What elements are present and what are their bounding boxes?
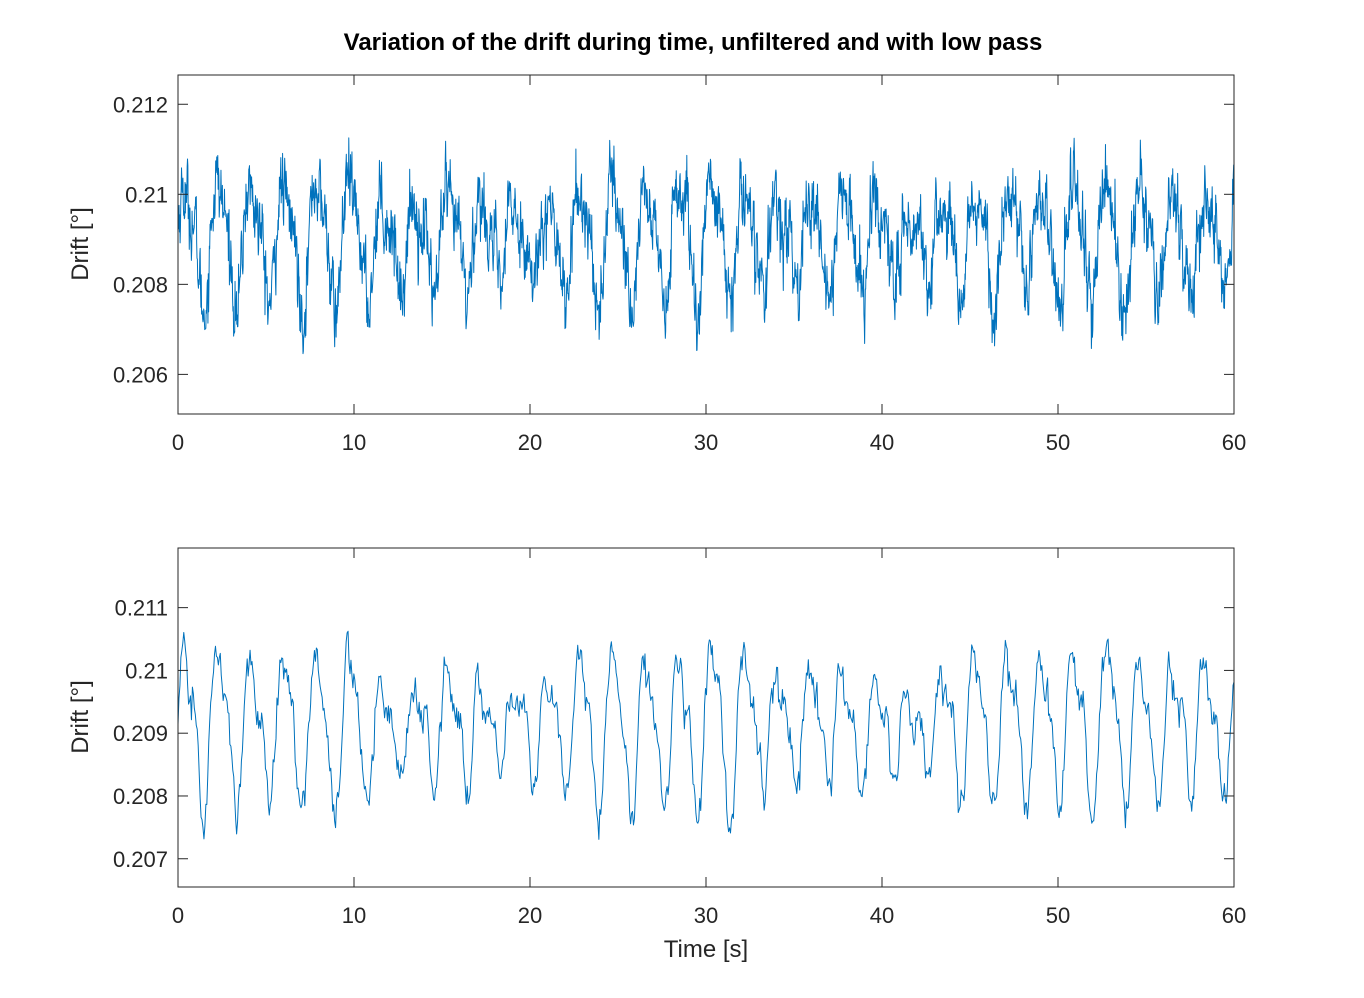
x-tick-label: 60 <box>1222 903 1246 928</box>
top-plot-area <box>178 137 1234 355</box>
y-tick-label: 0.208 <box>113 784 168 809</box>
y-tick-label: 0.211 <box>115 596 168 621</box>
top-ylabel: Drift [°] <box>67 207 94 281</box>
x-tick-label: 40 <box>870 430 894 455</box>
y-tick-label: 0.21 <box>125 658 168 683</box>
x-tick-label: 0 <box>172 430 184 455</box>
bottom-ylabel: Drift [°] <box>67 680 94 754</box>
x-tick-label: 30 <box>694 903 718 928</box>
x-tick-label: 50 <box>1046 903 1070 928</box>
top-subplot: 0 10 20 30 40 50 60 0.206 0.208 0.21 0.212 Drift [… <box>67 74 1246 455</box>
x-tick-label: 10 <box>342 903 366 928</box>
y-tick-label: 0.21 <box>125 182 168 207</box>
x-tick-label: 0 <box>172 903 184 928</box>
bottom-xlabel: Time [s] <box>664 936 748 963</box>
top-axis-ticks: 0 10 20 30 40 50 60 0.206 0.208 0.21 0.212 <box>113 75 1246 455</box>
x-tick-label: 20 <box>518 903 542 928</box>
x-tick-label: 30 <box>694 430 718 455</box>
low-pass-drift-line <box>178 630 1234 840</box>
y-tick-label: 0.209 <box>113 721 168 746</box>
x-tick-label: 60 <box>1222 430 1246 455</box>
y-tick-label: 0.207 <box>113 847 168 872</box>
x-tick-label: 20 <box>518 430 542 455</box>
x-tick-label: 50 <box>1046 430 1070 455</box>
top-axes-box <box>177 74 1235 415</box>
bottom-subplot: 0 10 20 30 40 50 60 0.207 0.208 0.209 0.21 0.211 Dr… <box>67 547 1246 963</box>
bottom-plot-area <box>178 630 1234 840</box>
y-tick-label: 0.206 <box>113 362 168 387</box>
figure-title: Variation of the drift during time, unfi… <box>344 29 1043 56</box>
x-tick-label: 40 <box>870 903 894 928</box>
bottom-axes-box <box>177 547 1235 888</box>
x-tick-label: 10 <box>342 430 366 455</box>
y-tick-label: 0.212 <box>113 92 168 117</box>
y-tick-label: 0.208 <box>113 272 168 297</box>
unfiltered-drift-line <box>178 137 1234 355</box>
bottom-axis-ticks: 0 10 20 30 40 50 60 0.207 0.208 0.209 0.21 0.211 <box>113 548 1246 928</box>
